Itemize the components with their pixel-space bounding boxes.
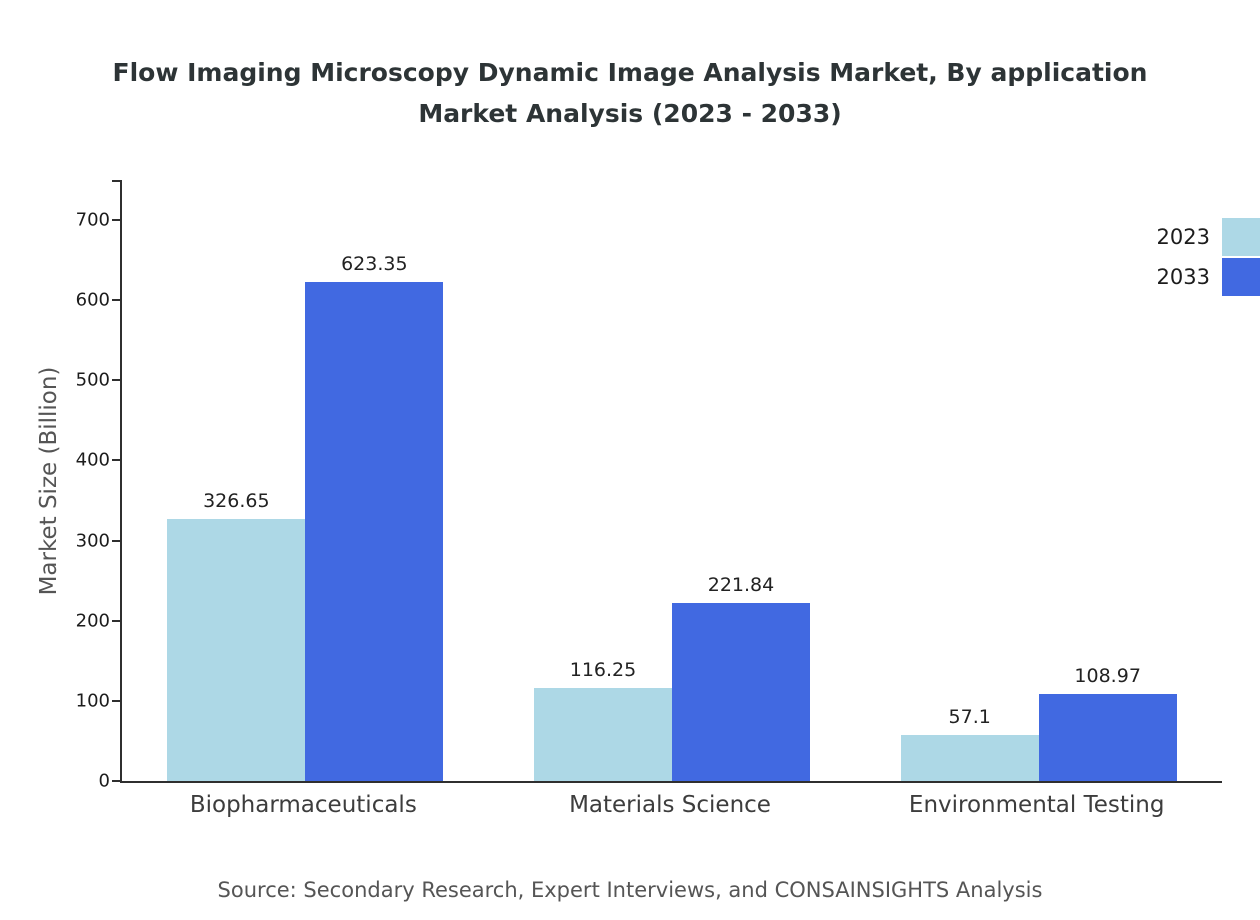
bar-wrap: 108.97	[1038, 664, 1177, 781]
bar-wrap: 116.25	[534, 659, 672, 781]
bar-group: 57.1 108.97	[855, 180, 1222, 781]
plot-area: 326.65 623.35 116.25 221.84 57.1 108.97 0 100 2…	[76, 180, 1222, 792]
y-tick-mark	[112, 219, 122, 222]
y-tick-mark	[112, 699, 122, 702]
y-tick-mark	[112, 539, 122, 542]
bar-wrap: 57.1	[900, 706, 1039, 781]
bar-value-label: 57.1	[948, 706, 991, 729]
bar-group: 326.65 623.35	[122, 180, 489, 781]
legend-label: 2023	[1156, 225, 1210, 249]
x-category-label: Biopharmaceuticals	[189, 792, 417, 818]
y-tick-label: 100	[75, 690, 110, 712]
bar-value-label: 326.65	[203, 490, 270, 513]
x-category-label: Environmental Testing	[908, 792, 1165, 818]
chart-title: Flow Imaging Microscopy Dynamic Image An…	[0, 52, 1260, 135]
x-category-label: Materials Science	[569, 792, 771, 818]
bar-2033-biopharmaceuticals	[305, 281, 444, 781]
bar-value-label: 116.25	[569, 658, 637, 681]
y-axis-label: Market Size (Billion)	[36, 366, 62, 595]
y-tick-label: 300	[75, 530, 110, 552]
bar-groups: 326.65 623.35 116.25 221.84 57.1 108.97	[122, 180, 1222, 781]
y-tick-label: 400	[75, 449, 110, 471]
y-tick-label: 200	[75, 610, 110, 632]
chart-title-line2: Market Analysis (2023 - 2033)	[418, 99, 842, 129]
chart-title-line1: Flow Imaging Microscopy Dynamic Image An…	[112, 58, 1148, 87]
bar-2033-environmental-testing	[1038, 693, 1177, 781]
legend: 2023 2033	[1157, 218, 1260, 296]
y-tick-label: 600	[75, 289, 110, 311]
legend-item-2023: 2023	[1157, 218, 1260, 256]
y-axis-label-holder: Market Size (Billion)	[34, 180, 64, 781]
bar-value-label: 108.97	[1074, 664, 1141, 687]
bar-wrap: 623.35	[305, 252, 444, 781]
y-axis-top-tick	[112, 180, 122, 182]
bar-value-label: 623.35	[341, 252, 408, 275]
legend-item-2033: 2033	[1157, 258, 1260, 296]
bar-2023-materials-science	[534, 687, 672, 781]
bar-group: 116.25 221.84	[489, 180, 856, 781]
y-tick-mark	[112, 379, 122, 382]
y-tick-label: 500	[75, 369, 110, 391]
legend-swatch	[1222, 258, 1260, 296]
y-tick-label: 700	[75, 209, 110, 231]
y-tick-label: 0	[98, 770, 110, 792]
bar-2023-environmental-testing	[900, 735, 1039, 781]
y-tick-mark	[112, 459, 122, 462]
x-axis-labels: Biopharmaceuticals Materials Science Envir…	[120, 792, 1220, 818]
y-tick-mark	[112, 780, 122, 782]
bar-wrap: 326.65	[167, 490, 306, 781]
bar-2023-biopharmaceuticals	[167, 519, 306, 781]
legend-swatch	[1222, 218, 1260, 256]
bar-wrap: 221.84	[672, 574, 810, 781]
bar-2033-materials-science	[672, 603, 810, 781]
source-text: Source: Secondary Research, Expert Inter…	[217, 878, 1043, 902]
y-tick-mark	[112, 619, 122, 622]
y-tick-mark	[112, 299, 122, 302]
bar-value-label: 221.84	[707, 574, 775, 597]
legend-label: 2033	[1156, 265, 1210, 289]
